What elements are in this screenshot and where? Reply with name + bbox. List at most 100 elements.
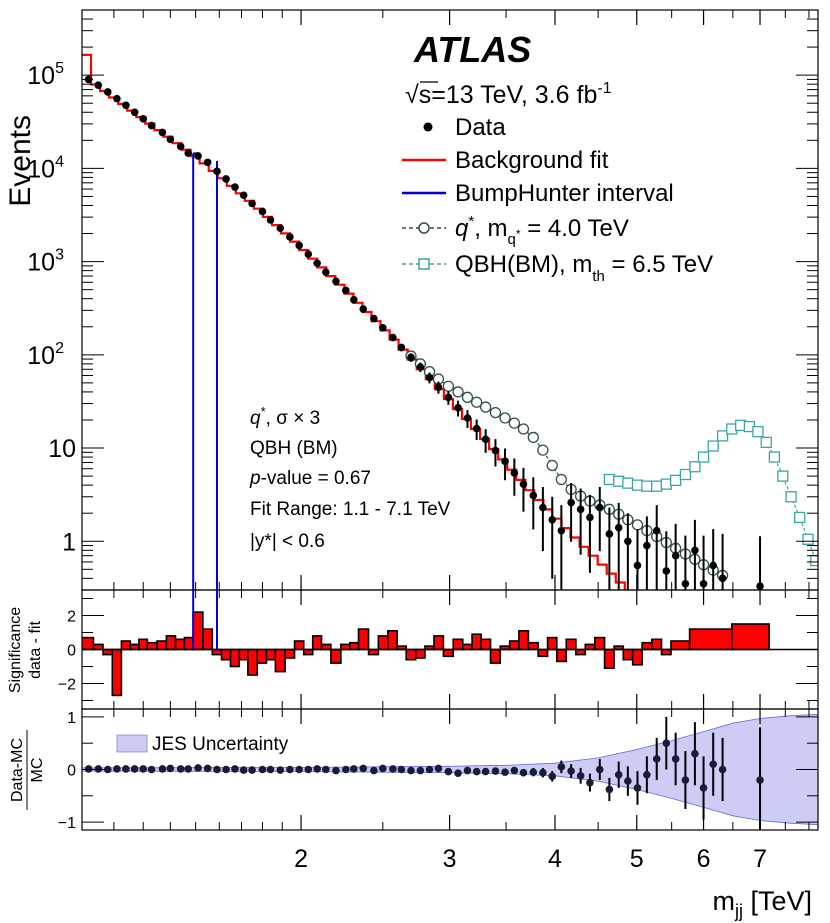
x-tick-label: 3: [443, 845, 457, 873]
ratio-point: [652, 755, 661, 763]
data-point: [213, 167, 221, 176]
ratio-point: [756, 776, 764, 784]
data-point: [304, 250, 313, 259]
data-point: [491, 446, 500, 455]
data-point: [709, 561, 717, 570]
significance-bar: [274, 648, 286, 673]
sig-y-tick-label: 0: [67, 643, 76, 660]
significance-bar: [527, 641, 539, 651]
significance-bar: [165, 635, 177, 651]
significance-bar: [537, 648, 549, 658]
x-tick-label: 7: [753, 845, 767, 873]
significance-bar: [489, 648, 502, 664]
significance-bar: [202, 628, 214, 651]
data-point: [529, 491, 538, 500]
significance-bar: [565, 638, 577, 651]
qstar-marker: [527, 431, 539, 444]
ratio-point: [454, 769, 462, 777]
ratio-point: [84, 765, 93, 773]
data-point: [103, 88, 112, 96]
data-point: [519, 480, 528, 488]
qbh-marker: [802, 533, 814, 545]
qbh-marker: [768, 451, 781, 463]
ratio-point: [147, 765, 156, 774]
ratio-point: [539, 768, 547, 777]
ratio-point: [576, 772, 585, 780]
ratio-point: [176, 765, 185, 773]
significance-bar: [183, 636, 194, 651]
qbh-marker: [794, 511, 806, 524]
ratio-numerator-label: Data-MC: [9, 738, 26, 802]
annotation-signal-scale: q*, σ × 3: [250, 404, 320, 429]
ratio-point: [295, 765, 304, 774]
qbh-marker: [752, 425, 764, 438]
data-point: [94, 81, 103, 90]
ratio-point: [213, 765, 221, 774]
qstar-marker: [537, 444, 549, 456]
ratio-point: [266, 765, 275, 774]
qbh-marker: [660, 478, 672, 490]
ratio-point: [481, 767, 490, 776]
qbh-marker: [622, 477, 634, 489]
ratio-point: [94, 765, 103, 773]
significance-bar: [284, 648, 296, 659]
ratio-point: [434, 764, 443, 773]
data-point: [652, 526, 661, 535]
sig-y-tick-label: −2: [58, 677, 76, 694]
data-point: [203, 158, 212, 167]
ratio-point: [276, 766, 285, 774]
ratio-point: [681, 776, 690, 784]
annotation-rapidity-cut: |y*| < 0.6: [250, 531, 325, 552]
ratio-point: [529, 768, 538, 776]
qstar-marker: [546, 459, 558, 472]
significance-bar: [349, 641, 360, 651]
ratio-point: [633, 784, 642, 792]
significance-bar: [146, 641, 158, 651]
qstar-marker: [555, 473, 568, 486]
data-point: [501, 457, 509, 466]
data-point: [295, 241, 304, 250]
ratio-point: [103, 765, 112, 774]
ratio-point: [557, 763, 566, 771]
legend-background-fit-label: Background fit: [455, 147, 609, 174]
data-point: [113, 94, 121, 103]
y-tick-label: 102: [27, 340, 64, 370]
qbh-marker: [669, 474, 682, 487]
ratio-point: [519, 768, 528, 777]
annotation-pvalue: p-value = 0.67: [249, 468, 371, 489]
qbh-marker: [651, 480, 663, 492]
y-tick-label: 10: [48, 435, 76, 463]
data-point: [691, 546, 699, 555]
data-point: [139, 115, 148, 123]
main-panel-markers: [84, 75, 818, 590]
data-point: [510, 469, 519, 477]
legend-qstar-label: q*, mq* = 4.0 TeV: [455, 213, 629, 248]
qstar-marker: [479, 401, 492, 413]
data-point: [248, 199, 256, 208]
data-point: [481, 435, 490, 444]
ratio-point: [370, 766, 378, 775]
qbh-marker: [777, 470, 789, 482]
significance-bar: [174, 638, 186, 651]
data-point: [595, 503, 604, 512]
sig-y-tick-label: 2: [67, 609, 76, 626]
significance-bar: [192, 611, 204, 651]
data-point: [378, 323, 387, 332]
ratio-point: [691, 749, 699, 758]
significance-bar: [357, 628, 370, 651]
significance-bar: [670, 640, 691, 651]
ratio-point: [239, 766, 248, 774]
qbh-marker: [697, 451, 710, 463]
qstar-marker: [452, 386, 464, 398]
ratio-point: [595, 765, 604, 774]
legend-qstar-marker: [418, 222, 430, 234]
significance-bar: [471, 633, 482, 651]
annotation-qbh: QBH (BM): [250, 438, 338, 459]
data-point: [266, 216, 275, 224]
qbh-marker: [716, 430, 729, 442]
atlas-label: ATLAS: [413, 29, 531, 70]
significance-bar: [311, 635, 323, 651]
ratio-point: [671, 755, 680, 763]
data-point: [624, 537, 632, 546]
data-point: [231, 183, 239, 191]
